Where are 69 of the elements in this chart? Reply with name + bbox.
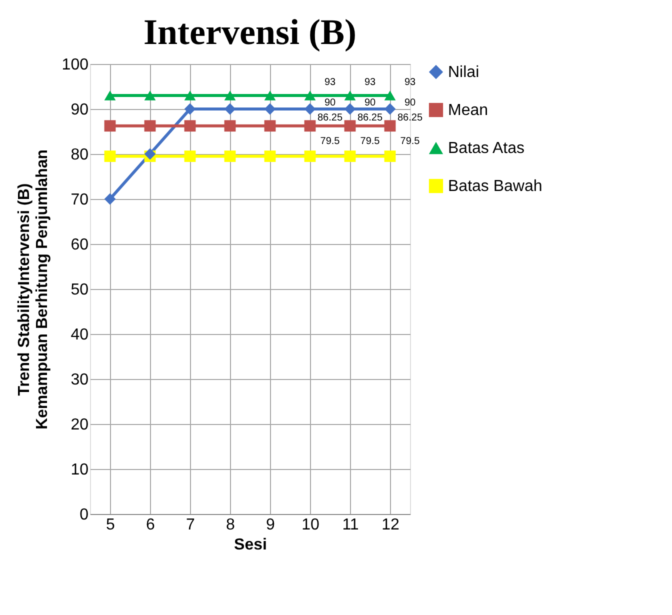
data-label: 93 — [324, 77, 336, 88]
point — [384, 103, 396, 115]
x-tick-label: 6 — [146, 516, 156, 534]
point — [384, 120, 396, 132]
legend-label: Nilai — [448, 64, 480, 81]
point — [144, 90, 156, 100]
x-tick-label: 5 — [106, 516, 116, 534]
y-tick-label: 60 — [70, 236, 89, 254]
x-axis-title: Sesi — [234, 536, 267, 554]
data-label: 86.25 — [317, 112, 343, 124]
data-label: 93 — [404, 77, 416, 88]
point — [304, 150, 316, 162]
data-label: 79.5 — [320, 136, 340, 148]
y-tick-label: 50 — [70, 282, 89, 298]
x-tick-label: 10 — [302, 516, 320, 534]
point — [264, 103, 276, 115]
point — [184, 103, 196, 115]
data-label: 90 — [404, 97, 416, 108]
x-tick-label: 9 — [266, 516, 276, 534]
x-tick-label: 12 — [382, 516, 400, 534]
x-tick-label: 7 — [186, 516, 196, 534]
data-label: 93 — [364, 77, 376, 88]
point — [184, 150, 196, 162]
point — [144, 120, 156, 132]
data-label: 90 — [324, 97, 336, 108]
point — [184, 120, 196, 132]
data-label: 79.5 — [360, 136, 380, 148]
point — [304, 120, 316, 132]
point — [104, 120, 116, 132]
y-axis-title: Trend StabilityIntervensi (B) Kemampuan Berhitung Penjumlahan — [16, 149, 51, 430]
legend-label: Mean — [448, 102, 488, 119]
point — [184, 90, 196, 100]
data-label: 90 — [364, 97, 376, 108]
point — [224, 150, 236, 162]
legend-label: Batas Bawah — [448, 178, 542, 195]
point — [264, 150, 276, 162]
point — [344, 120, 356, 132]
y-tick-label: 10 — [70, 462, 89, 478]
point — [344, 103, 356, 115]
point — [264, 90, 276, 100]
point — [384, 150, 396, 162]
data-label: 86.25 — [397, 112, 423, 124]
y-tick-label: 0 — [80, 506, 89, 524]
y-tick-label: 20 — [70, 416, 89, 434]
point — [104, 150, 116, 162]
y-tick-label: 30 — [70, 372, 89, 388]
data-label: 79.5 — [400, 136, 420, 148]
point — [384, 90, 396, 100]
data-label: 86.25 — [357, 112, 383, 124]
point — [224, 90, 236, 100]
point — [224, 103, 236, 115]
point — [264, 120, 276, 132]
point — [144, 148, 156, 160]
point — [224, 120, 236, 132]
y-tick-label: 80 — [70, 146, 89, 164]
point — [344, 90, 356, 100]
legend-label: Batas Atas — [448, 140, 524, 157]
y-tick-label: 100 — [62, 56, 89, 74]
x-tick-label: 11 — [342, 516, 359, 534]
point — [304, 103, 316, 115]
point — [304, 90, 316, 100]
y-tick-label: 70 — [70, 192, 89, 208]
point — [104, 193, 116, 205]
y-tick-label: 40 — [70, 326, 89, 344]
point — [344, 150, 356, 162]
x-tick-label: 8 — [226, 516, 236, 534]
y-tick-label: 90 — [70, 102, 89, 118]
chart-title: Intervensi (B) — [144, 12, 356, 52]
point — [104, 90, 116, 100]
